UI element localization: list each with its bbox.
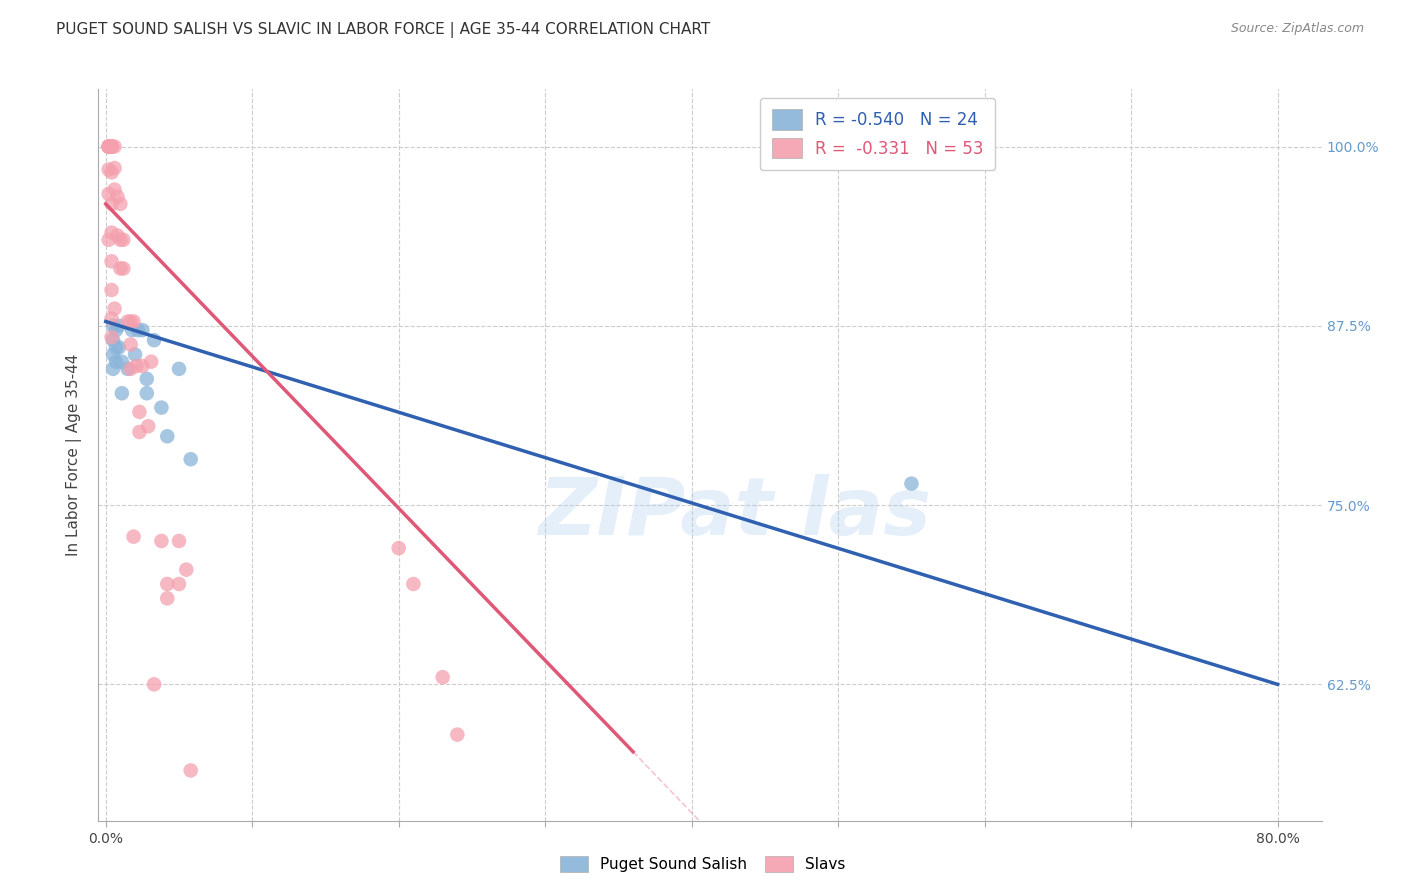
- Point: [110, 197, 132, 211]
- Point: [101, 318, 124, 333]
- Point: [97, 139, 120, 153]
- Legend: R = -0.540   N = 24, R =  -0.331   N = 53: R = -0.540 N = 24, R = -0.331 N = 53: [761, 97, 995, 169]
- Point: [100, 139, 122, 153]
- Point: [100, 226, 122, 240]
- Point: [167, 533, 190, 548]
- Point: [97, 233, 120, 247]
- Point: [100, 197, 122, 211]
- Point: [101, 347, 124, 361]
- Point: [136, 419, 159, 434]
- Point: [103, 161, 125, 175]
- Point: [143, 333, 166, 347]
- Point: [100, 165, 122, 179]
- Point: [121, 323, 143, 337]
- Point: [103, 301, 125, 316]
- Point: [156, 577, 179, 591]
- Point: [107, 190, 129, 204]
- Y-axis label: In Labor Force | Age 35-44: In Labor Force | Age 35-44: [66, 354, 83, 556]
- Point: [100, 330, 122, 344]
- Point: [111, 386, 134, 401]
- Point: [112, 233, 135, 247]
- Point: [125, 359, 148, 373]
- Point: [112, 261, 135, 276]
- Point: [900, 476, 922, 491]
- Point: [100, 254, 122, 268]
- Point: [180, 452, 202, 467]
- Point: [101, 362, 124, 376]
- Point: [156, 429, 179, 443]
- Point: [97, 139, 120, 153]
- Point: [446, 728, 468, 742]
- Point: [128, 425, 150, 439]
- Point: [124, 347, 146, 361]
- Point: [388, 541, 411, 556]
- Text: PUGET SOUND SALISH VS SLAVIC IN LABOR FORCE | AGE 35-44 CORRELATION CHART: PUGET SOUND SALISH VS SLAVIC IN LABOR FO…: [56, 22, 710, 38]
- Point: [117, 314, 139, 328]
- Point: [131, 359, 153, 373]
- Point: [156, 591, 179, 606]
- Point: [167, 577, 190, 591]
- Point: [135, 372, 157, 386]
- Point: [100, 311, 122, 326]
- Point: [97, 186, 120, 201]
- Point: [176, 563, 198, 577]
- Point: [100, 283, 122, 297]
- Point: [127, 323, 149, 337]
- Point: [180, 764, 202, 778]
- Point: [150, 533, 173, 548]
- Point: [107, 228, 129, 243]
- Point: [167, 362, 190, 376]
- Point: [108, 340, 131, 354]
- Point: [143, 677, 166, 691]
- Point: [120, 314, 142, 328]
- Point: [103, 183, 125, 197]
- Text: Source: ZipAtlas.com: Source: ZipAtlas.com: [1230, 22, 1364, 36]
- Point: [97, 139, 120, 153]
- Point: [105, 354, 128, 368]
- Point: [100, 139, 122, 153]
- Point: [117, 362, 139, 376]
- Point: [150, 401, 173, 415]
- Point: [111, 354, 134, 368]
- Point: [141, 354, 163, 368]
- Point: [122, 530, 145, 544]
- Point: [103, 139, 125, 153]
- Point: [97, 162, 120, 177]
- Point: [108, 318, 131, 333]
- Point: [110, 233, 132, 247]
- Point: [122, 314, 145, 328]
- Point: [402, 577, 425, 591]
- Point: [105, 340, 128, 354]
- Point: [135, 386, 157, 401]
- Point: [131, 323, 153, 337]
- Point: [101, 333, 124, 347]
- Text: ZIPat las: ZIPat las: [538, 475, 931, 552]
- Point: [97, 139, 120, 153]
- Point: [120, 337, 142, 351]
- Legend: Puget Sound Salish, Slavs: Puget Sound Salish, Slavs: [553, 848, 853, 880]
- Point: [432, 670, 454, 684]
- Point: [128, 405, 150, 419]
- Point: [105, 323, 128, 337]
- Point: [110, 261, 132, 276]
- Point: [97, 139, 120, 153]
- Point: [100, 139, 122, 153]
- Point: [120, 362, 142, 376]
